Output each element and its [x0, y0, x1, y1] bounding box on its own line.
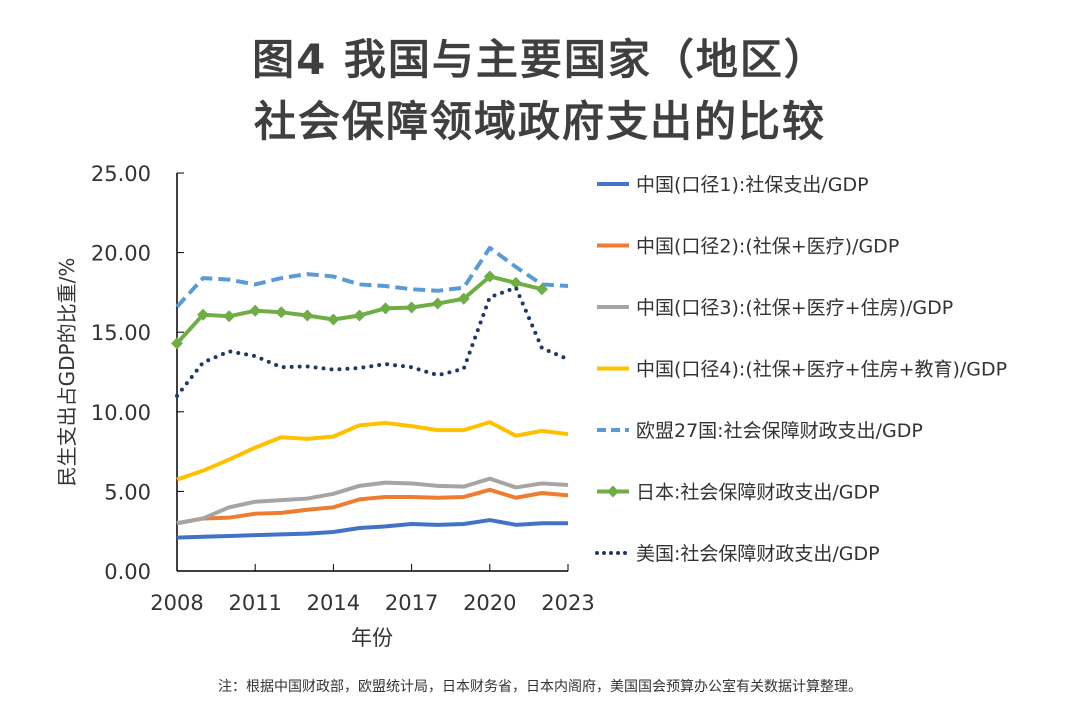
- y-tick-label: 0.00: [104, 560, 151, 584]
- legend-label: 中国(口径4):(社保+医疗+住房+教育)/GDP: [636, 359, 1007, 381]
- data-point-marker: [483, 270, 496, 283]
- series-line: [175, 245, 569, 309]
- data-point-marker: [223, 310, 236, 323]
- data-point-marker: [353, 309, 366, 322]
- x-tick-label: 2014: [307, 591, 360, 615]
- data-point-marker: [457, 292, 470, 305]
- data-point-marker: [535, 283, 548, 296]
- x-tick-label: 2023: [541, 591, 594, 615]
- x-tick-label: 2008: [150, 591, 203, 615]
- legend-label: 欧盟27国:社会保障财政支出/GDP: [636, 420, 923, 442]
- data-point-marker: [509, 276, 522, 289]
- series-line: [176, 487, 569, 526]
- legend-label: 中国(口径1):社保支出/GDP: [636, 174, 869, 196]
- y-tick-label: 10.00: [91, 401, 151, 425]
- chart-subtitle: 社会保障领域政府支出的比较: [253, 97, 826, 146]
- y-tick-label: 5.00: [104, 480, 151, 504]
- source-note: 注：根据中国财政部，欧盟统计局，日本财务省，日本内阁府，美国国会预算办公室有关数…: [218, 679, 862, 695]
- data-point-marker: [379, 302, 392, 315]
- data-point-marker: [301, 309, 314, 322]
- data-point-marker: [275, 306, 288, 319]
- x-tick-label: 2011: [228, 591, 281, 615]
- data-point-marker: [327, 313, 340, 326]
- series-line: [176, 518, 568, 540]
- data-point-marker: [405, 301, 418, 314]
- y-tick-label: 25.00: [91, 162, 151, 186]
- data-point-marker: [171, 337, 183, 350]
- series-line: [175, 285, 570, 398]
- x-axis-label: 年份: [351, 626, 393, 650]
- series-line: [176, 476, 569, 526]
- series-line: [176, 420, 569, 482]
- data-point-marker: [431, 297, 444, 310]
- legend-label: 美国:社会保障财政支出/GDP: [636, 543, 880, 565]
- legend-label: 日本:社会保障财政支出/GDP: [636, 482, 880, 504]
- x-tick-label: 2020: [463, 591, 516, 615]
- legend-label: 中国(口径3):(社保+医疗+住房)/GDP: [636, 297, 953, 319]
- y-axis-label: 民生支出占GDP的比重/%: [55, 258, 79, 487]
- data-point-marker: [249, 304, 262, 317]
- legend-marker: [607, 485, 619, 498]
- x-tick-label: 2017: [385, 591, 438, 615]
- data-point-marker: [197, 308, 210, 321]
- legend-label: 中国(口径2):(社保+医疗)/GDP: [636, 236, 899, 258]
- chart-title: 图4 我国与主要国家（地区）: [252, 35, 828, 84]
- y-tick-label: 15.00: [91, 321, 151, 345]
- y-tick-label: 20.00: [91, 242, 151, 266]
